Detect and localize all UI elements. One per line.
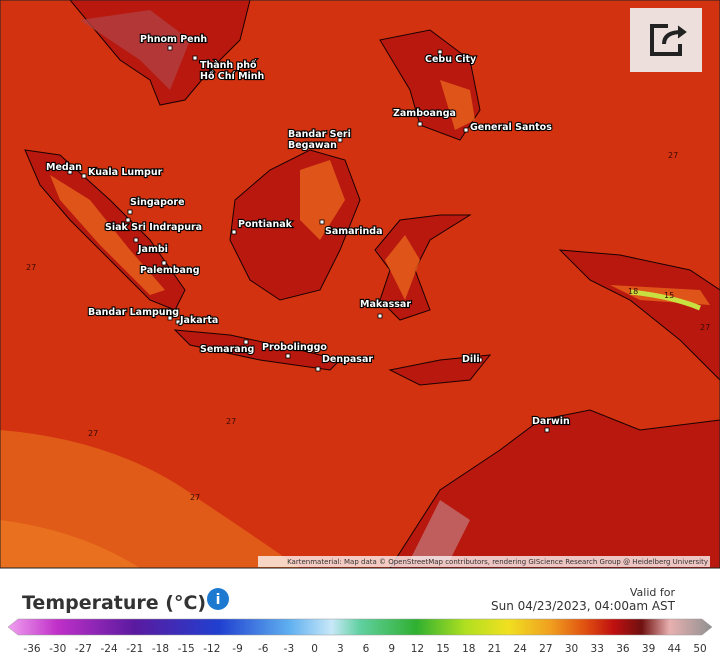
city-dot — [175, 319, 181, 325]
tick-label: 33 — [591, 643, 604, 655]
tick-label: 36 — [616, 643, 630, 655]
tick-label: 12 — [411, 643, 424, 655]
tick-label: 50 — [693, 643, 706, 655]
city-dot — [544, 427, 550, 433]
tick-label: -9 — [232, 643, 242, 655]
city-dot — [231, 229, 237, 235]
city-label: Dili — [462, 354, 480, 365]
city-dot — [417, 121, 423, 127]
tick-label: -18 — [152, 643, 169, 655]
city-label: Pontianak — [238, 219, 293, 230]
city-dot — [167, 315, 173, 321]
city-dot — [127, 209, 133, 215]
city-dot — [477, 357, 483, 363]
color-bar — [7, 618, 713, 636]
tick-label: -15 — [178, 643, 195, 655]
city-label: Kuala Lumpur — [88, 167, 163, 178]
tick-label: 24 — [513, 643, 527, 655]
tick-label: -3 — [284, 643, 294, 655]
city-label: Singapore — [130, 197, 185, 208]
contour-label: 27 — [226, 417, 236, 426]
city-dot — [133, 237, 139, 243]
contour-label: 27 — [668, 151, 678, 160]
tick-label: -12 — [203, 643, 220, 655]
tick-label: -30 — [49, 643, 66, 655]
tick-label: 18 — [462, 643, 475, 655]
city-label: Bandar Seri — [288, 129, 351, 140]
tick-label: 39 — [642, 643, 655, 655]
share-icon — [650, 24, 687, 56]
city-dot — [67, 169, 73, 175]
attribution-bg — [258, 556, 710, 567]
tick-label: 0 — [311, 643, 318, 655]
city-label: Jambi — [137, 244, 168, 255]
tick-label: 30 — [565, 643, 578, 655]
tick-label: -21 — [126, 643, 143, 655]
city-dot — [285, 353, 291, 359]
info-button[interactable] — [207, 588, 229, 610]
contour-label: 27 — [26, 263, 36, 272]
tick-label: 3 — [337, 643, 344, 655]
tick-label: -24 — [100, 643, 117, 655]
city-label: Jakarta — [179, 315, 218, 326]
tick-label: 9 — [388, 643, 395, 655]
contour-label: 15 — [664, 291, 674, 300]
city-dot — [243, 339, 249, 345]
city-label: Probolinggo — [262, 342, 327, 353]
contour-label: 18 — [628, 287, 638, 296]
legend-title: Temperature (°C) — [22, 592, 206, 614]
tick-label: 6 — [363, 643, 370, 655]
tick-label: 21 — [488, 643, 501, 655]
attribution: Kartenmaterial: Map data © OpenStreetMap… — [287, 558, 708, 566]
city-label: Darwin — [532, 416, 570, 427]
city-label: Siak Sri Indrapura — [105, 222, 202, 233]
city-label: Hồ Chí Minh — [200, 71, 265, 82]
city-label: Cebu City — [425, 54, 477, 65]
city-label: Semarang — [200, 344, 254, 355]
city-dot — [81, 173, 87, 179]
city-label: Bandar Lampung — [88, 307, 179, 318]
city-label: Phnom Penh — [140, 34, 207, 45]
city-dot — [463, 127, 469, 133]
city-label: General Santos — [470, 122, 552, 133]
tick-label: 15 — [436, 643, 449, 655]
valid-label: Valid for — [630, 586, 676, 599]
tick-label: 44 — [668, 643, 682, 655]
contour-label: 27 — [190, 493, 200, 502]
city-dot — [319, 219, 325, 225]
city-dot — [125, 217, 131, 223]
city-label: Medan — [46, 162, 82, 173]
city-label: Zamboanga — [393, 108, 456, 119]
city-label: Palembang — [140, 265, 200, 276]
city-label: Makassar — [360, 299, 411, 310]
tick-label: -36 — [23, 643, 40, 655]
contour-label: 27 — [88, 429, 98, 438]
city-dot — [377, 313, 383, 319]
city-dot — [192, 55, 198, 61]
city-dot — [161, 260, 167, 266]
contour-label: 27 — [700, 323, 710, 332]
city-dot — [437, 49, 443, 55]
tick-label: -6 — [258, 643, 269, 655]
city-dot — [315, 366, 321, 372]
valid-time: Sun 04/23/2023, 04:00am AST — [491, 599, 676, 613]
tick-label: -27 — [75, 643, 92, 655]
city-label: Denpasar — [322, 354, 373, 365]
info-icon: i — [216, 592, 221, 608]
city-label: Thành phố — [200, 60, 257, 71]
tick-label: 27 — [539, 643, 552, 655]
city-dot — [337, 137, 343, 143]
city-label: Begawan — [288, 140, 337, 151]
city-dot — [167, 45, 173, 51]
city-label: Samarinda — [325, 226, 382, 237]
